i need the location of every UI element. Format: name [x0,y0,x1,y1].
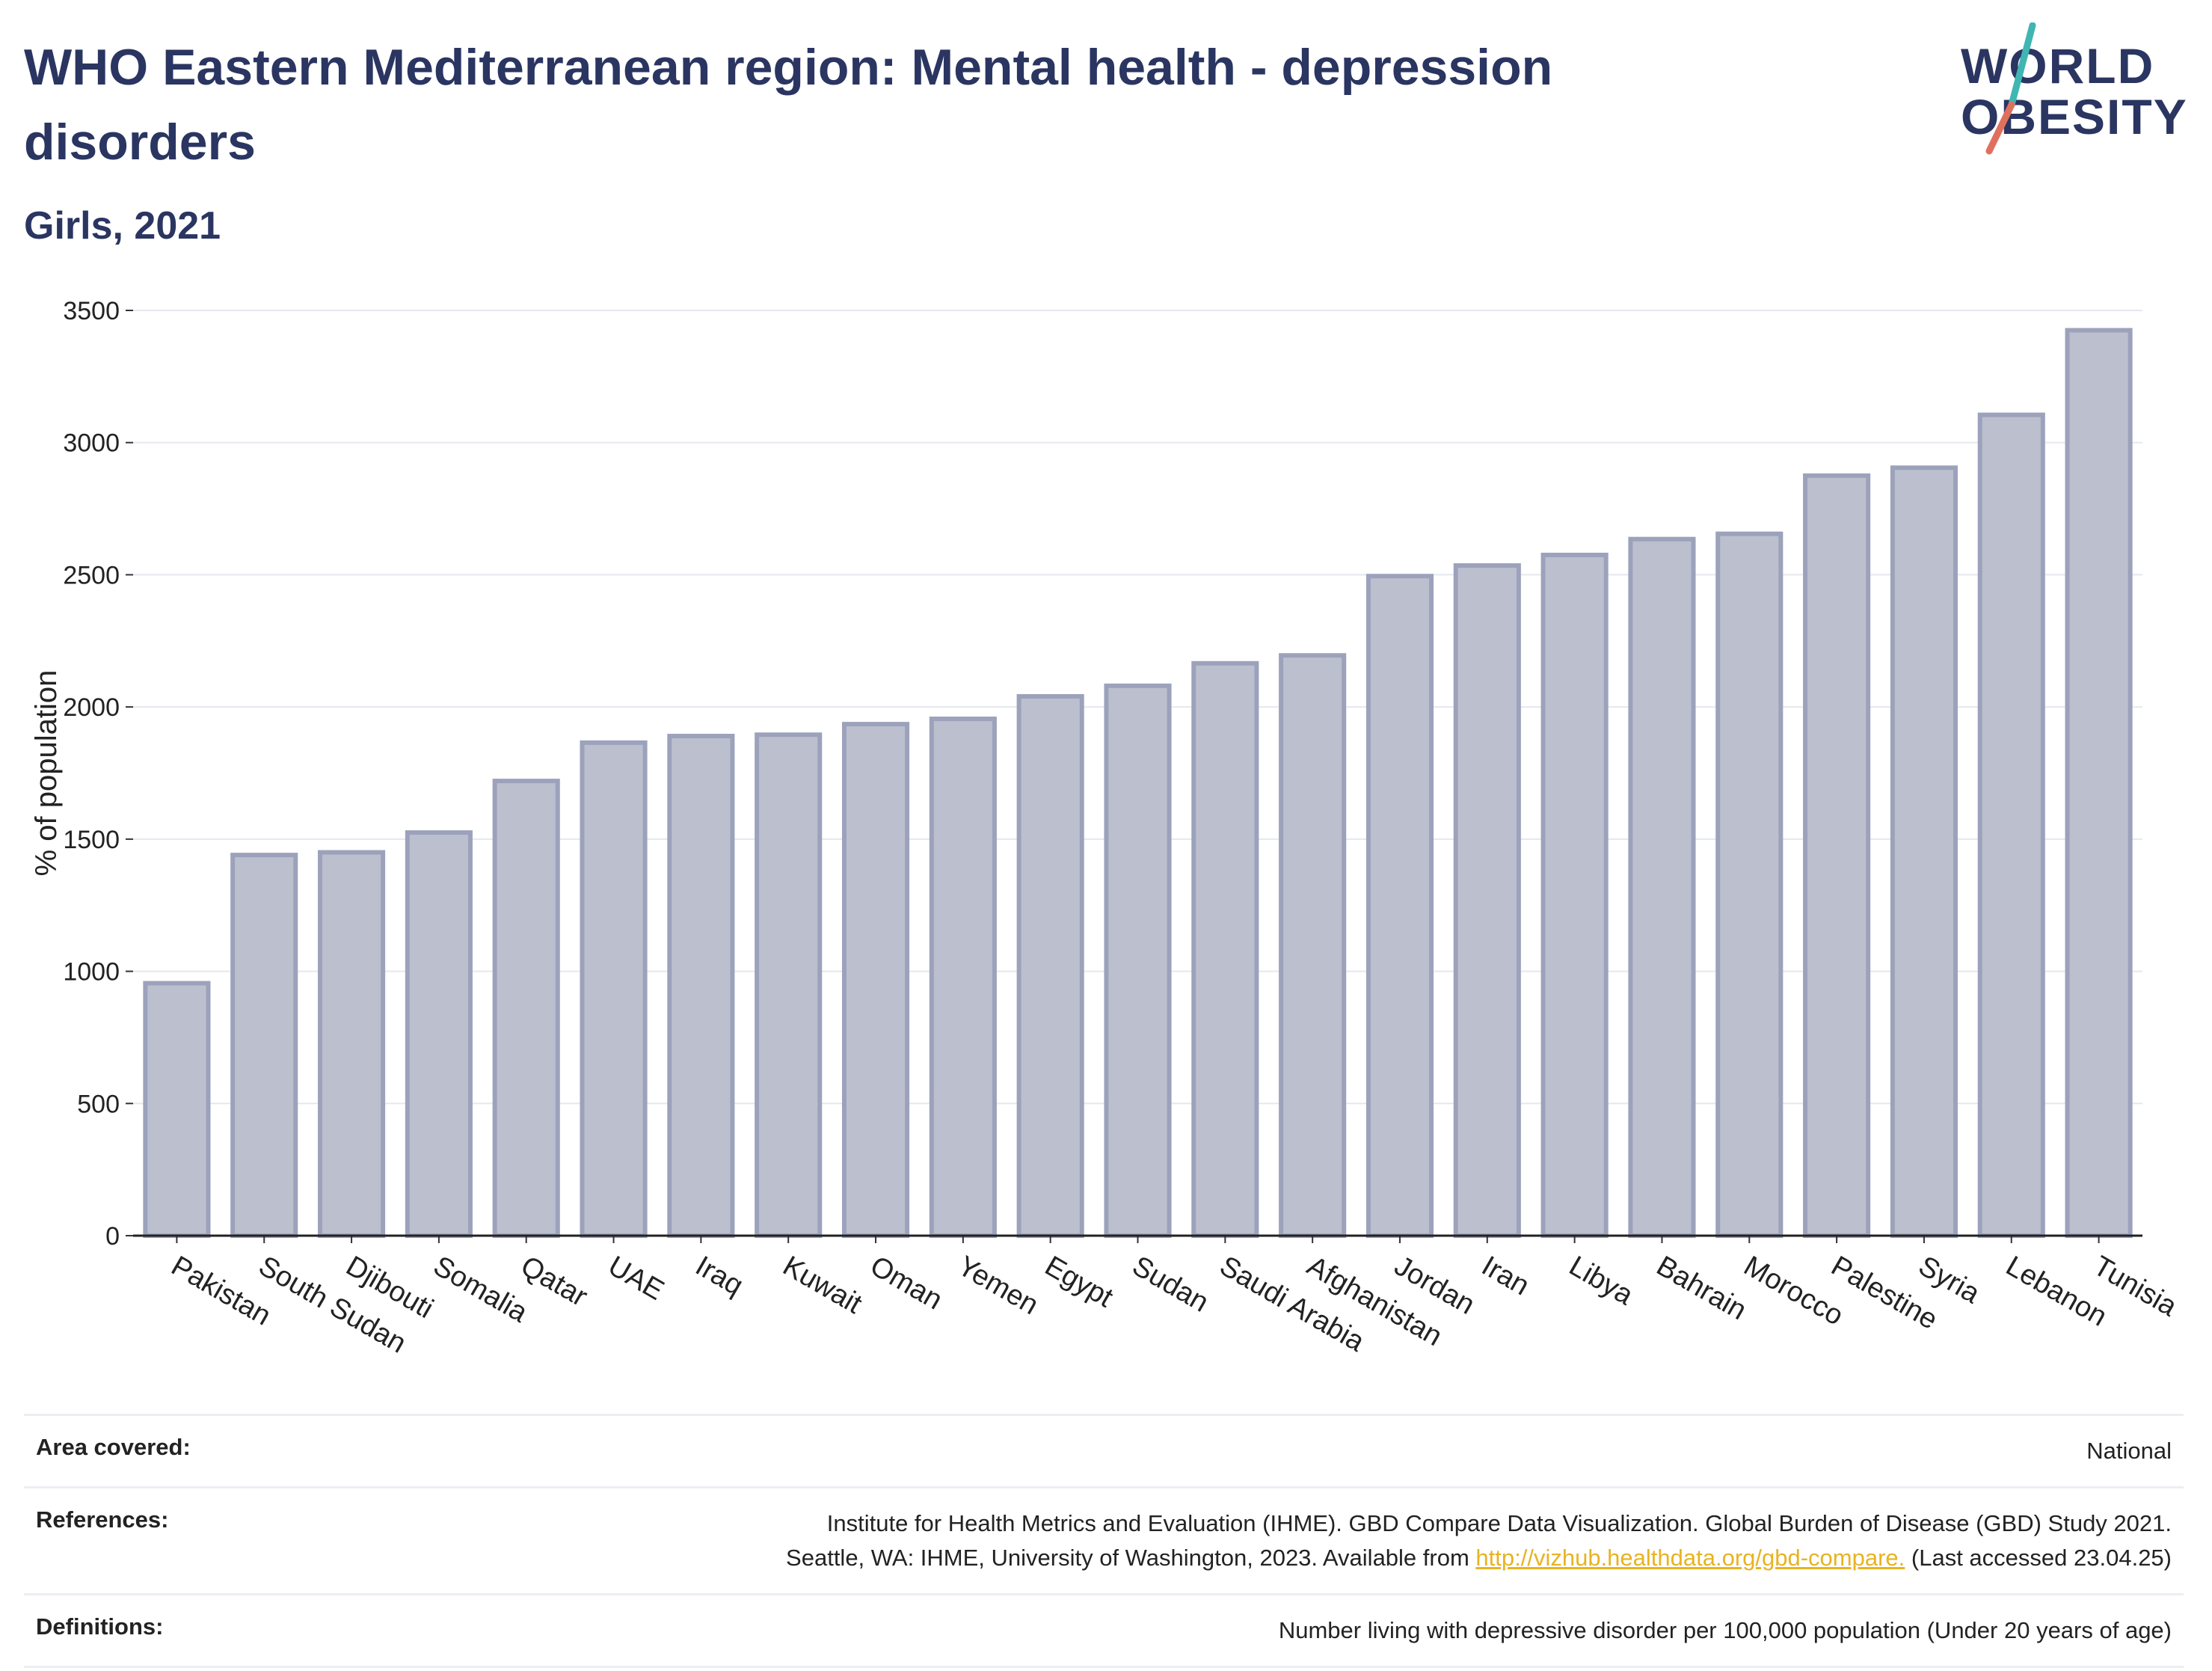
footer-value-area: National [2086,1438,2172,1464]
logo-slash-coral [1985,101,2015,155]
bar [580,740,648,1238]
bar [1715,531,1784,1238]
bar [929,717,997,1238]
bar [1104,683,1172,1238]
bar [405,830,473,1238]
bar [1977,412,2045,1239]
bar [667,734,735,1238]
x-tick-label: Pakistan [166,1250,276,1331]
x-tick-label: Yemen [952,1250,1043,1321]
bar [1540,552,1609,1238]
chart-subtitle: Girls, 2021 [24,204,221,248]
chart-title: WHO Eastern Mediterranean region: Mental… [24,39,1553,171]
footer-row-area: Area covered: National [24,1414,2184,1486]
reference-line-2-start: Seattle, WA: IHME, University of Washing… [786,1545,1476,1571]
y-tick-label: 1500 [63,826,120,854]
bar [1016,694,1084,1238]
y-tick-label: 1000 [63,958,120,987]
footer-key-definitions: Definitions: [36,1613,164,1640]
reference-line-1: Institute for Health Metrics and Evaluat… [826,1510,2172,1536]
chart-footer: Area covered: National References: Insti… [24,1414,2184,1668]
footer-row-definitions: Definitions: Number living with depressi… [24,1593,2184,1668]
footer-value-references: Institute for Health Metrics and Evaluat… [786,1506,2172,1575]
x-tick-label: South Sudan [254,1250,411,1359]
x-tick-label: Oman [865,1250,948,1316]
bar [755,732,823,1238]
x-tick-label: Somalia [428,1250,533,1328]
y-tick-label: 2000 [63,693,120,722]
footer-row-references: References: Institute for Health Metrics… [24,1486,2184,1593]
bar [1365,574,1434,1238]
bar [1279,653,1347,1238]
logo-text-world: WORLD [1961,38,2155,93]
y-axis-title: % of population [30,670,63,877]
reference-link[interactable]: http://vizhub.healthdata.org/gbd-compare… [1475,1545,1905,1571]
x-tick-label: Egypt [1039,1250,1119,1313]
world-obesity-logo: WORLD OBESITY [1944,22,2199,165]
x-tick-label: Libya [1564,1250,1638,1311]
bar [2065,328,2133,1238]
bar [492,779,560,1238]
x-tick-label: Sudan [1127,1250,1214,1318]
bar [143,981,211,1238]
y-tick-label: 500 [77,1090,120,1118]
bar [1803,473,1871,1238]
footer-key-area: Area covered: [36,1434,191,1460]
y-tick-label: 2500 [63,561,120,589]
footer-value-definitions: Number living with depressive disorder p… [1278,1617,2172,1643]
x-tick-label: Morocco [1739,1250,1849,1331]
x-tick-label: Kuwait [778,1250,867,1320]
bar [1628,536,1696,1239]
x-tick-label: Iran [1476,1250,1534,1301]
x-tick-label: Iraq [690,1250,749,1301]
footer-key-references: References: [36,1506,169,1533]
bar [1453,563,1521,1238]
y-tick-label: 3500 [63,297,120,325]
bar [318,850,386,1238]
bar [230,853,298,1238]
logo-slash-teal [2008,22,2036,108]
logo-slash-icon [1985,22,2036,155]
x-tick-label: Lebanon [2000,1250,2112,1332]
reference-line-2-end: (Last accessed 23.04.25) [1905,1545,2172,1571]
x-tick-label: UAE [603,1250,669,1306]
bar [1890,465,1958,1238]
x-tick-label: Bahrain [1651,1250,1751,1326]
bar-chart: 0 500 1000 1500 2000 2500 3000 3500 % of populat… [30,297,2183,1360]
bar [841,722,910,1238]
y-tick-label: 3000 [63,429,120,458]
bar [1191,660,1259,1238]
y-tick-label: 0 [105,1222,120,1251]
